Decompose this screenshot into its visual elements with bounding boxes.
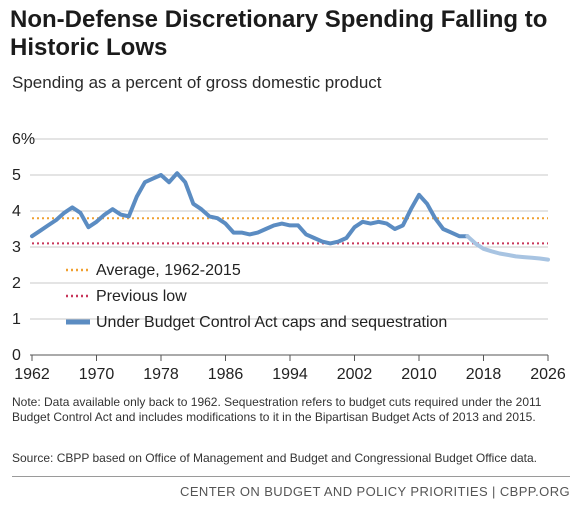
y-axis-ticks: 0 1 2 3 4 5 6% (12, 131, 35, 364)
reference-lines (32, 217, 548, 245)
chart-subtitle: Spending as a percent of gross domestic … (12, 73, 382, 92)
y-tick-label: 4 (12, 203, 21, 220)
series-line-projection (465, 234, 550, 262)
chart-title: Non-Defense Discretionary Spending Falli… (10, 6, 548, 61)
footer-org: CENTER ON BUDGET AND POLICY PRIORITIES |… (180, 484, 570, 499)
x-tick-label: 2010 (401, 366, 437, 383)
y-tick-label: 0 (12, 347, 21, 364)
chart-note: Note: Data available only back to 1962. … (12, 395, 542, 424)
y-tick-label: 1 (12, 311, 21, 328)
x-axis-ticks: 1962 1970 1978 1986 1994 2002 2010 2018 2026 (14, 355, 566, 383)
legend-previous-low-label: Previous low (96, 288, 187, 305)
series-lines (30, 171, 550, 262)
x-tick-label: 1962 (14, 366, 50, 383)
line-chart: 0 1 2 3 4 5 6% 1962 1970 1978 1986 1994 2002 2010 201… (12, 131, 566, 383)
series-line-budget-control-act (30, 171, 470, 246)
legend-bca-series-label: Under Budget Control Act caps and seques… (96, 314, 447, 331)
x-tick-label: 1986 (208, 366, 244, 383)
x-tick-label: 2018 (466, 366, 502, 383)
footer-divider (12, 476, 570, 477)
y-tick-label: 2 (12, 275, 21, 292)
legend-average-label: Average, 1962-2015 (96, 262, 241, 279)
x-tick-label: 2002 (337, 366, 373, 383)
x-tick-label: 2026 (530, 366, 566, 383)
y-tick-label: 6% (12, 131, 35, 148)
legend: Average, 1962-2015 Previous low Under Budg… (66, 262, 447, 331)
chart-source: Source: CBPP based on Office of Manageme… (12, 451, 538, 465)
x-tick-label: 1978 (143, 366, 179, 383)
x-tick-label: 1970 (79, 366, 115, 383)
x-tick-label: 1994 (272, 366, 308, 383)
y-tick-label: 3 (12, 239, 21, 256)
y-tick-label: 5 (12, 167, 21, 184)
gridlines (30, 138, 548, 356)
